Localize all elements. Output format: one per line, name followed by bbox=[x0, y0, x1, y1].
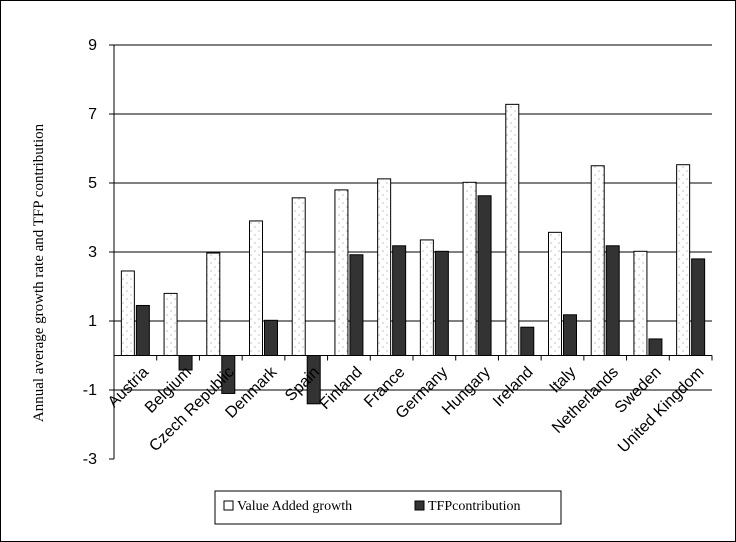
bar-value-added bbox=[206, 252, 221, 356]
gridlines bbox=[114, 44, 712, 391]
legend-swatch-tfp bbox=[414, 500, 425, 511]
bar-tfp-contribution bbox=[264, 319, 278, 356]
legend-label-tfp: TFPcontribution bbox=[428, 499, 521, 514]
x-category-label: Finland bbox=[317, 364, 366, 413]
legend-box bbox=[214, 490, 562, 525]
bar-value-added bbox=[377, 178, 392, 356]
y-tick-label: 7 bbox=[88, 106, 97, 123]
bar-value-added bbox=[590, 165, 605, 356]
x-category-label: Ireland bbox=[490, 364, 537, 411]
bar-tfp-contribution bbox=[392, 245, 407, 356]
bar-value-added bbox=[334, 189, 349, 356]
bars bbox=[120, 103, 706, 405]
bar-value-added bbox=[505, 103, 520, 356]
y-tick-label: 9 bbox=[88, 37, 97, 54]
bar-value-added bbox=[419, 239, 434, 356]
y-tick-label: 1 bbox=[88, 313, 97, 330]
legend-label-value-added: Value Added growth bbox=[237, 499, 352, 514]
axes bbox=[109, 44, 713, 460]
y-tick-label: 3 bbox=[88, 244, 97, 261]
x-category-label: Italy bbox=[547, 364, 580, 397]
y-tick-label: -1 bbox=[83, 382, 97, 399]
bar-value-added bbox=[462, 181, 477, 356]
bar-tfp-contribution bbox=[520, 326, 535, 356]
bar-value-added bbox=[676, 164, 691, 356]
bar-value-added bbox=[249, 220, 263, 356]
bar-value-added bbox=[548, 231, 562, 357]
y-axis-label: Annual average growth rate and TFP contr… bbox=[31, 123, 47, 422]
bar-value-added bbox=[291, 197, 306, 356]
bar-value-added bbox=[163, 292, 178, 356]
legend: Value Added growth TFPcontribution bbox=[214, 490, 562, 525]
bar-tfp-contribution bbox=[691, 258, 706, 356]
bar-tfp-contribution bbox=[477, 195, 492, 356]
bar-tfp-contribution bbox=[563, 314, 577, 357]
bar-tfp-contribution bbox=[349, 254, 364, 356]
bar-tfp-contribution bbox=[648, 338, 663, 357]
bar-value-added bbox=[120, 270, 135, 357]
bar-tfp-contribution bbox=[135, 304, 150, 357]
y-tick-label: 5 bbox=[88, 175, 97, 192]
y-tick-label: -3 bbox=[83, 451, 97, 468]
bar-tfp-contribution bbox=[605, 245, 620, 356]
bar-value-added bbox=[633, 250, 648, 356]
legend-swatch-value-added bbox=[223, 500, 234, 511]
y-tick-labels: -3 -1 1 3 5 7 9 bbox=[83, 37, 97, 468]
bar-tfp-contribution bbox=[434, 250, 449, 356]
